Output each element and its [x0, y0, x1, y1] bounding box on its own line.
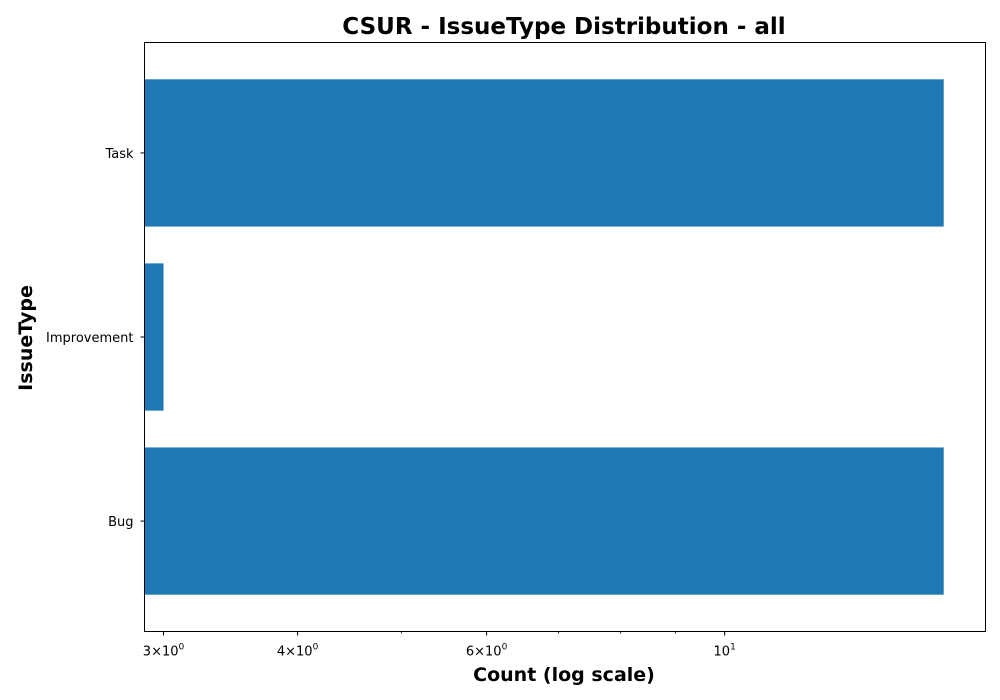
x-axis-ticks: 3×100 4×100 6×100 101	[143, 631, 736, 660]
bars	[144, 79, 944, 595]
y-tick-label: Bug	[108, 515, 133, 530]
bar	[144, 79, 944, 227]
bar	[144, 263, 164, 411]
bar	[144, 447, 944, 595]
x-tick-label: 101	[714, 643, 736, 660]
x-tick-label: 6×100	[466, 643, 508, 660]
x-tick-label: 3×100	[143, 643, 185, 660]
y-tick-label: Improvement	[46, 331, 133, 346]
x-axis-label: Count (log scale)	[473, 664, 655, 686]
y-axis-label: IssueType	[15, 285, 37, 391]
chart-title: CSUR - IssueType Distribution - all	[342, 14, 785, 40]
x-tick-label: 4×100	[277, 643, 319, 660]
y-tick-label: Task	[104, 147, 134, 162]
y-axis-ticks: Bug Improvement Task	[46, 147, 145, 530]
